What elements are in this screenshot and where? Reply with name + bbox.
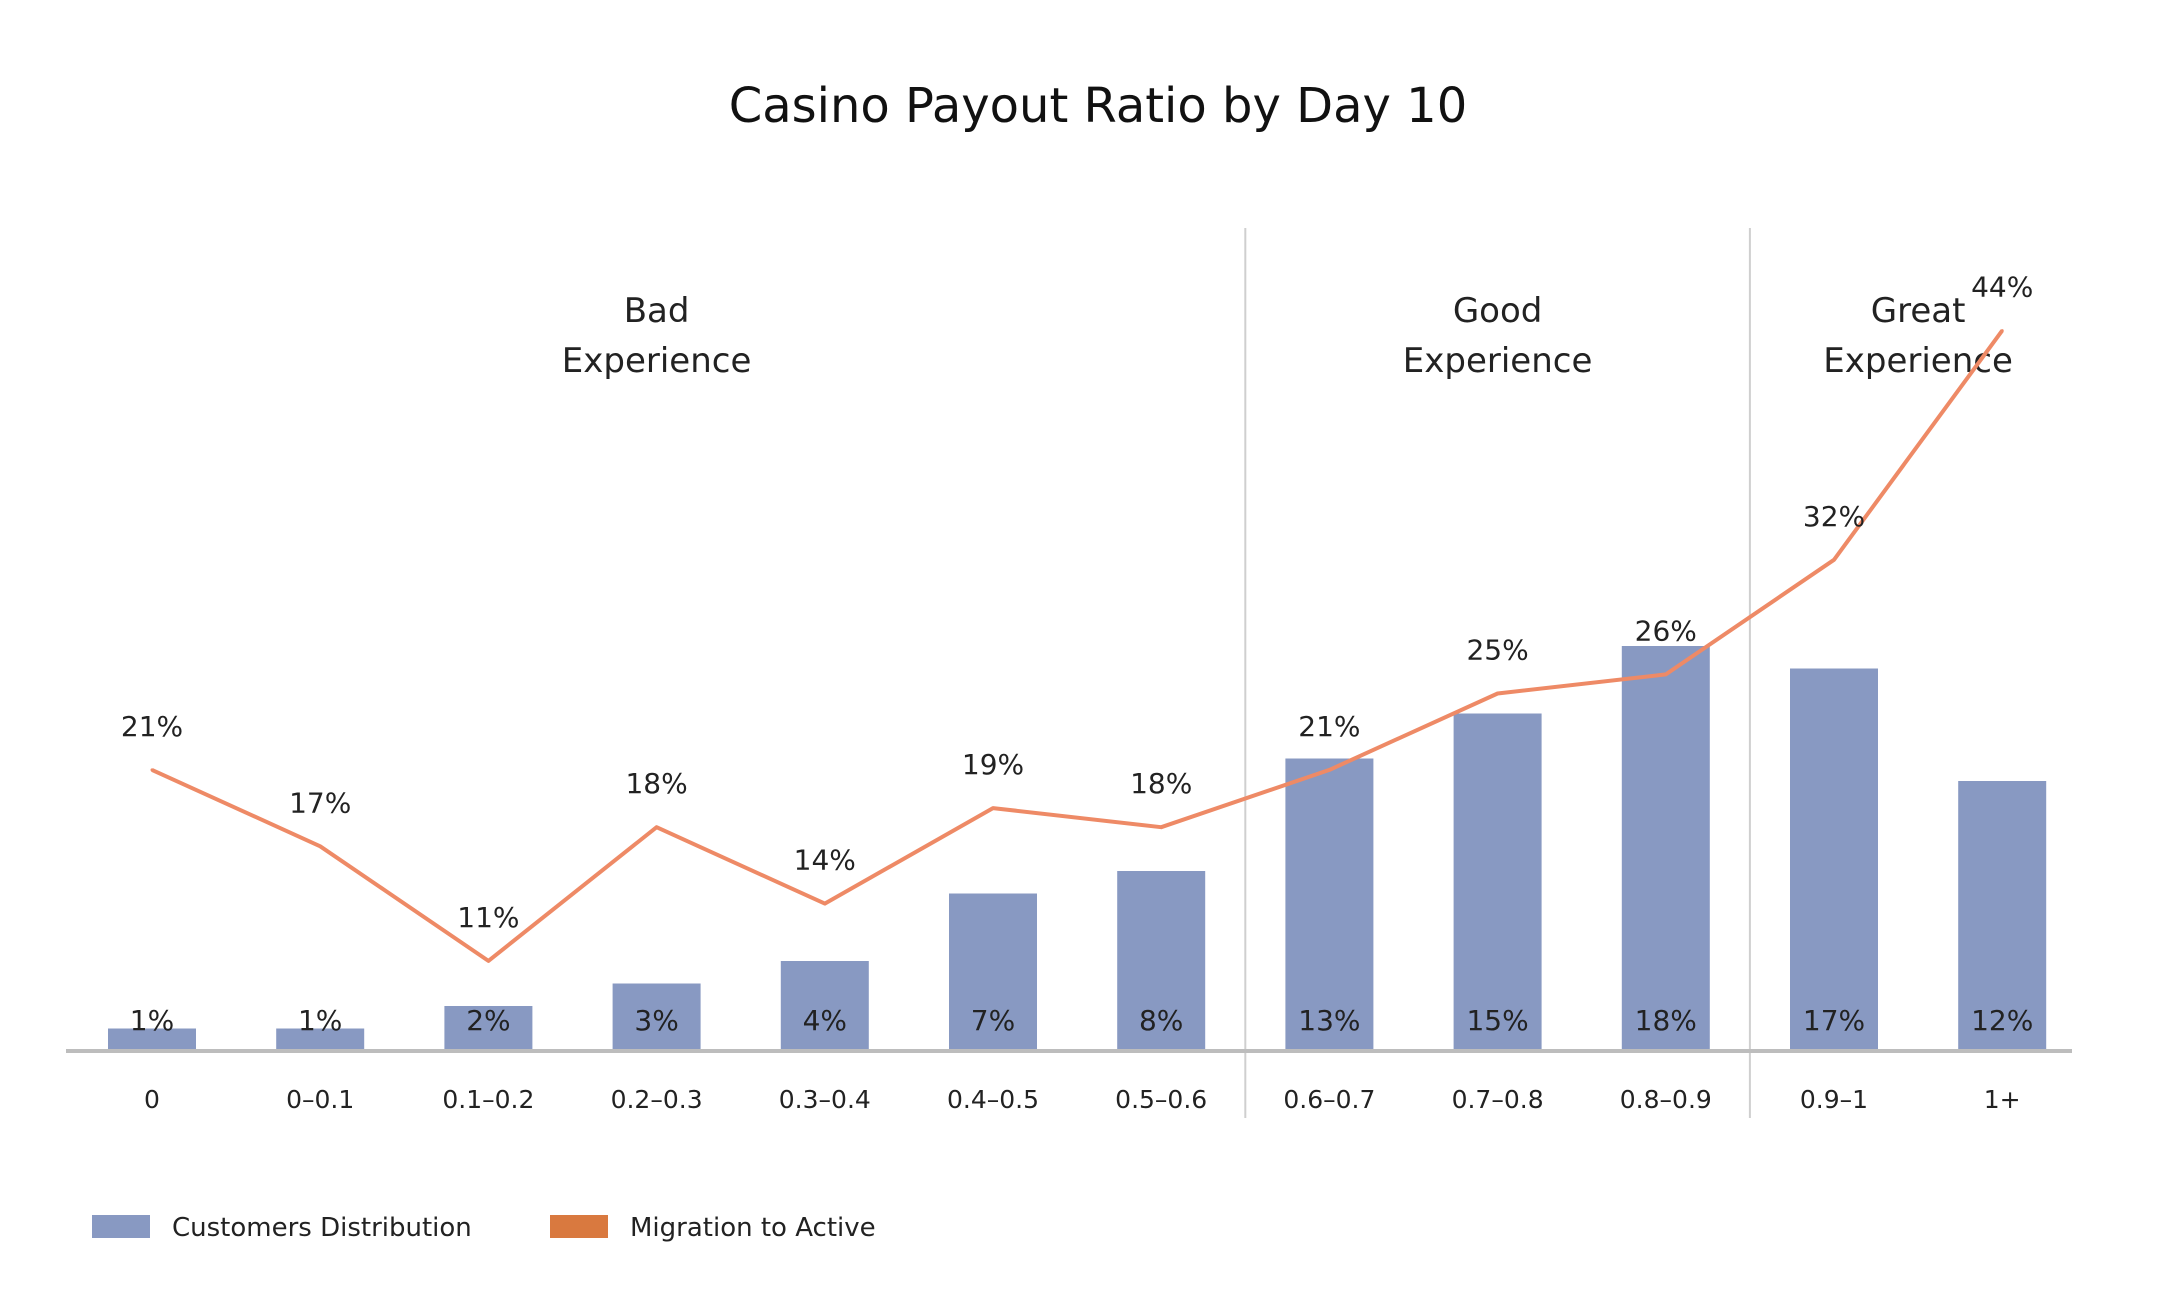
x-tick-label-0-8-0-9: 0.8–0.9: [1620, 1085, 1712, 1114]
bar-0-6-0-7: [1285, 758, 1374, 1051]
line-point-0-9-1: [1832, 558, 1836, 562]
line-label-0-8-0-9: 26%: [1635, 614, 1697, 647]
legend-label-migration-to-active: Migration to Active: [630, 1213, 876, 1243]
bar-label-0-7-0-8: 15%: [1466, 1004, 1528, 1037]
bar-label-1: 12%: [1971, 1004, 2033, 1037]
line-point-0-5-0-6: [1159, 825, 1163, 829]
x-tick-label-0-1-0-2: 0.1–0.2: [442, 1085, 534, 1114]
legend-label-customers-distribution: Customers Distribution: [172, 1213, 472, 1243]
legend-swatch-customers-distribution: [92, 1215, 150, 1238]
legend-swatch-migration-to-active: [550, 1215, 608, 1238]
bar-label-0-1-0-2: 2%: [466, 1004, 510, 1037]
line-value-labels: 21% 17% 11% 18% 14% 19% 18% 21% 25% 26% 32% 44%: [121, 271, 2033, 934]
bar-0-3-0-4: [780, 961, 869, 1051]
bar-0-1-0-2: [444, 1006, 533, 1051]
line-label-0-2-0-3: 18%: [625, 767, 687, 800]
line-label-0-6-0-7: 21%: [1298, 710, 1360, 743]
bar-0-0-1: [276, 1028, 365, 1051]
line-point-0-6-0-7: [1327, 768, 1331, 772]
line-point-0-0-1: [318, 844, 322, 848]
x-tick-label-0-2-0-3: 0.2–0.3: [611, 1085, 703, 1114]
bar-0: [108, 1028, 196, 1051]
migration-to-active-polyline: [151, 329, 2004, 963]
line-label-0-0-1: 17%: [289, 786, 351, 819]
line-point-1: [2000, 329, 2004, 333]
bar-0-8-0-9: [1621, 646, 1710, 1051]
bar-label-0-3-0-4: 4%: [803, 1004, 847, 1037]
region-label-great: Great Experience: [1823, 291, 2013, 381]
line-point-0-2-0-3: [655, 825, 659, 829]
bar-0-5-0-6: [1117, 871, 1206, 1051]
line-label-0-5-0-6: 18%: [1130, 767, 1192, 800]
line-label-0-1-0-2: 11%: [457, 901, 519, 934]
x-tick-label-0-5-0-6: 0.5–0.6: [1115, 1085, 1207, 1114]
x-tick-label-1: 1+: [1984, 1085, 2021, 1114]
chart-title: Casino Payout Ratio by Day 10: [729, 78, 1468, 134]
bar-0-4-0-5: [949, 893, 1037, 1051]
x-tick-label-0-3-0-4: 0.3–0.4: [779, 1085, 871, 1114]
bar-0-2-0-3: [612, 983, 701, 1051]
bar-label-0-9-1: 17%: [1803, 1004, 1865, 1037]
x-axis-tick-labels: 0 0–0.1 0.1–0.2 0.2–0.3 0.3–0.4 0.4–0.5 0.5–0.…: [144, 1085, 2021, 1114]
bar-label-0-0-1: 1%: [298, 1004, 342, 1037]
bar-label-0-2-0-3: 3%: [634, 1004, 678, 1037]
bar-label-0: 1%: [130, 1004, 174, 1037]
line-point-0-1-0-2: [486, 959, 490, 963]
bar-label-0-4-0-5: 7%: [971, 1004, 1015, 1037]
line-point-0-8-0-9: [1664, 672, 1668, 676]
line-point-0-7-0-8: [1496, 692, 1500, 695]
line-label-0-4-0-5: 19%: [962, 748, 1024, 781]
customers-distribution-bars: [108, 646, 2047, 1051]
bar-label-0-6-0-7: 13%: [1298, 1004, 1360, 1037]
line-point-0: [150, 768, 154, 772]
region-label-bad: Bad Experience: [562, 291, 752, 381]
line-label-0-7-0-8: 25%: [1466, 634, 1528, 667]
x-tick-label-0-9-1: 0.9–1: [1800, 1085, 1868, 1114]
legend: Customers Distribution Migration to Acti…: [92, 1213, 876, 1243]
experience-regions: Bad Experience Good Experience Great Experien…: [562, 228, 2013, 1118]
line-label-0-3-0-4: 14%: [794, 844, 856, 877]
line-point-0-4-0-5: [991, 806, 995, 810]
bar-1: [1958, 781, 2047, 1051]
line-point-0-3-0-4: [823, 902, 827, 906]
x-tick-label-0-4-0-5: 0.4–0.5: [947, 1085, 1039, 1114]
x-tick-label-0-6-0-7: 0.6–0.7: [1283, 1085, 1375, 1114]
migration-to-active-line: [150, 329, 2004, 963]
x-tick-label-0-0-1: 0–0.1: [286, 1085, 354, 1114]
bar-0-9-1: [1790, 668, 1878, 1051]
bar-label-0-5-0-6: 8%: [1139, 1004, 1183, 1037]
line-label-1: 44%: [1971, 271, 2033, 304]
line-label-0-9-1: 32%: [1803, 500, 1865, 533]
x-tick-label-0: 0: [144, 1085, 160, 1114]
x-tick-label-0-7-0-8: 0.7–0.8: [1452, 1085, 1544, 1114]
bar-value-labels: 1% 1% 2% 3% 4% 7% 8% 13% 15% 18% 17% 12%: [130, 1004, 2034, 1037]
bar-label-0-8-0-9: 18%: [1635, 1004, 1697, 1037]
bar-0-7-0-8: [1453, 713, 1542, 1051]
line-label-0: 21%: [121, 710, 183, 743]
region-label-good: Good Experience: [1403, 291, 1593, 381]
